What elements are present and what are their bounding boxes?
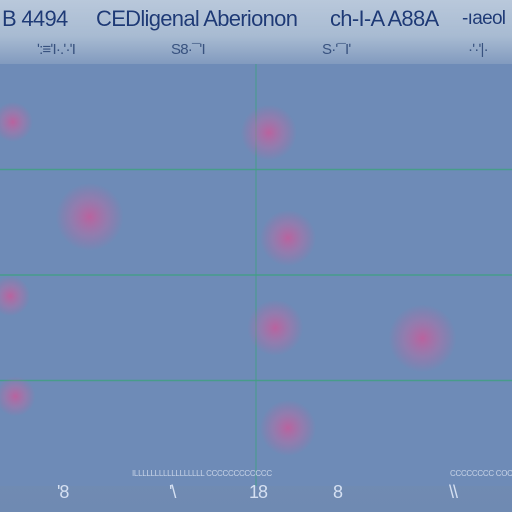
chart-title-far-right: -ıaeol: [462, 8, 506, 29]
scatter-point: [247, 299, 304, 356]
x-tick-label: '\: [169, 482, 177, 502]
scatter-point: [260, 399, 316, 456]
header-subtext-1: ʹ:≡ʹI·.ʹ·ʹI: [37, 41, 76, 58]
scatter-point: [0, 102, 33, 143]
scatter-point: [0, 376, 36, 417]
header-subtext-2: S8·¯ʹI: [171, 41, 206, 58]
footer-small-text-2: CCCCCCCC COCCCCC: [450, 469, 512, 478]
footer-small-text-1: ILLLLLLLLLLLLLLLLL CCCCCCCCCCCC: [132, 469, 272, 478]
scatter-point: [240, 104, 297, 161]
header-subtext-4: ·ʹ·ʹ|·: [468, 41, 489, 58]
x-tick-label: 8: [333, 482, 343, 502]
scatter-point: [55, 182, 124, 251]
chart-header: B 4494 CEDligenal Aberionon ch-I-A A88A …: [0, 0, 512, 64]
x-tick-label: '8: [57, 482, 69, 502]
chart-title-right: ch-I-A A88A: [330, 6, 439, 31]
scatter-plot: [0, 64, 512, 486]
header-subtext-3: S·ʹ¯Iʹ: [322, 41, 351, 58]
x-tick-label: \\: [449, 482, 458, 502]
data-points: [0, 102, 457, 456]
chart-title-middle: CEDligenal Aberionon: [96, 6, 298, 31]
x-tick-label: 18: [249, 482, 268, 502]
chart-title-left: B 4494: [2, 6, 68, 31]
scatter-point: [0, 276, 31, 317]
chart-footer: ILLLLLLLLLLLLLLLLL CCCCCCCCCCCC CCCCCCCC…: [0, 464, 512, 512]
scatter-point: [260, 210, 316, 267]
scatter-point: [388, 304, 457, 373]
